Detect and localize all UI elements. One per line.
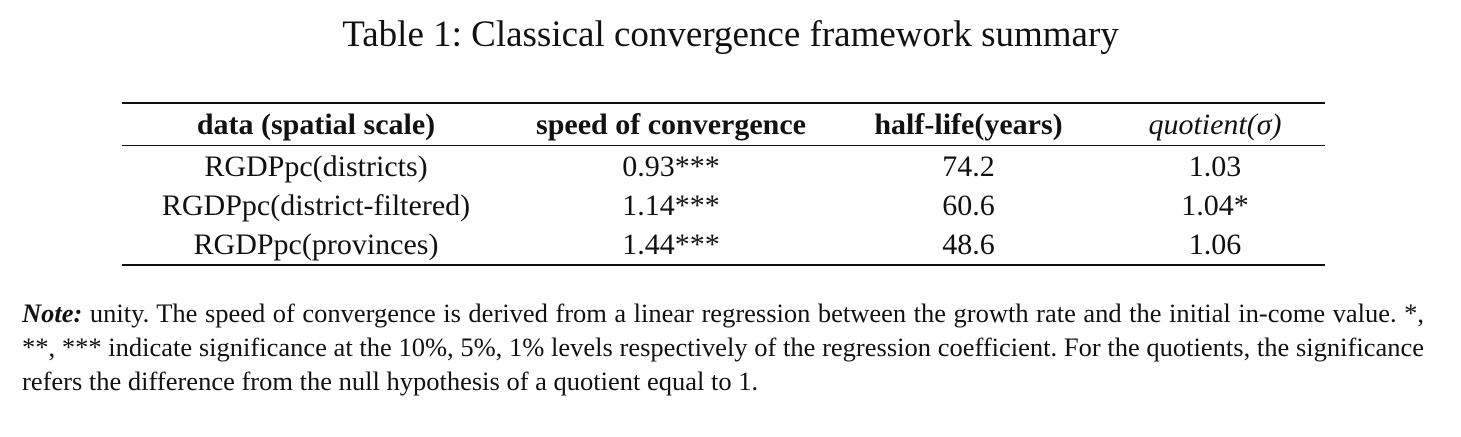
cell-speed: 1.14***: [622, 189, 720, 222]
note-label: Note:: [22, 298, 83, 328]
table-row: RGDPpc(districts) 0.93*** 74.2 1.03: [122, 146, 1325, 187]
table-caption: Table 1: Classical convergence framework…: [342, 14, 1119, 55]
cell-speed: 0.93***: [622, 150, 720, 183]
cell-speed: 1.44***: [622, 228, 720, 261]
cell-quotient: 1.06: [1188, 228, 1242, 261]
cell-quotient: 1.03: [1188, 150, 1242, 183]
cell-quotient: 1.04*: [1181, 189, 1249, 222]
cell-data-scale: RGDPpc(district-filtered): [161, 189, 471, 222]
header-data-spatial-scale: data (spatial scale): [196, 107, 436, 141]
table-note: Note: unity. The speed of convergence is…: [22, 296, 1424, 398]
table-header-row: data (spatial scale) speed of convergenc…: [122, 103, 1325, 146]
header-half-life: half-life(years): [874, 107, 1063, 141]
convergence-summary-table: data (spatial scale) speed of convergenc…: [122, 102, 1325, 266]
cell-data-scale: RGDPpc(provinces): [193, 228, 439, 261]
table-row: RGDPpc(district-filtered) 1.14*** 60.6 1…: [122, 186, 1325, 225]
table-row: RGDPpc(provinces) 1.44*** 48.6 1.06: [122, 225, 1325, 265]
cell-half-life: 60.6: [942, 189, 995, 222]
cell-data-scale: RGDPpc(districts): [204, 150, 428, 183]
summary-table-container: data (spatial scale) speed of convergenc…: [122, 102, 1325, 266]
note-text: unity. The speed of convergence is deriv…: [22, 298, 1424, 396]
header-speed-of-convergence: speed of convergence: [536, 107, 806, 141]
cell-half-life: 74.2: [942, 150, 995, 183]
header-quotient-sigma: quotient(σ): [1148, 107, 1282, 141]
cell-half-life: 48.6: [942, 228, 995, 261]
